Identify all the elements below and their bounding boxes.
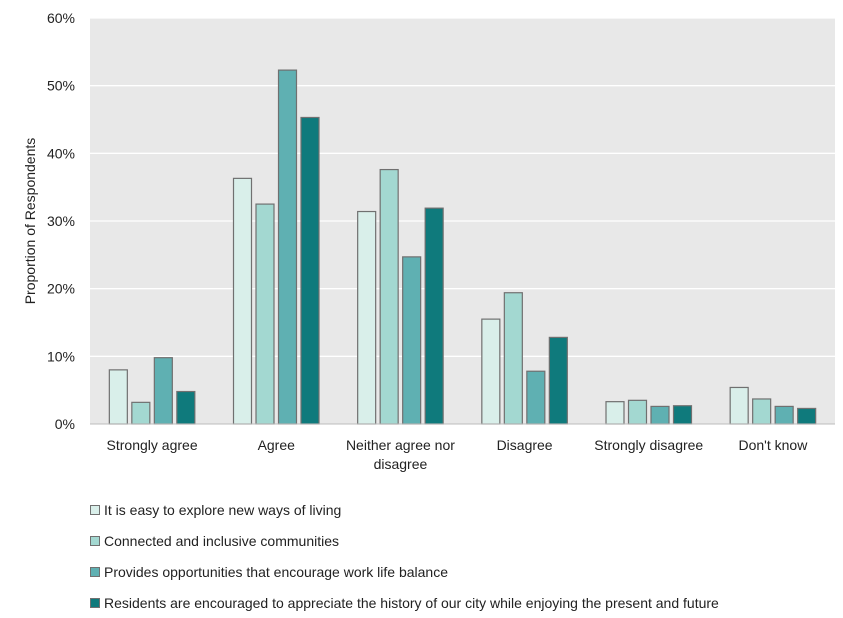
bar: [232, 177, 253, 425]
bar: [481, 318, 501, 425]
legend-label: It is easy to explore new ways of living: [104, 501, 342, 518]
y-tick-label: 40%: [47, 145, 75, 161]
legend-item: Connected and inclusive communities: [90, 525, 719, 556]
legend-item: It is easy to explore new ways of living: [90, 494, 719, 525]
gridlines: [90, 17, 835, 357]
x-tick-label: Neither agree nor disagree: [346, 437, 455, 472]
y-axis-title: Proportion of Respondents: [22, 138, 38, 305]
y-tick-label: 60%: [47, 10, 75, 26]
x-tick-label: Don't know: [739, 437, 809, 453]
x-tick-label: Strongly disagree: [594, 437, 703, 453]
bar: [108, 369, 128, 425]
bar: [277, 69, 298, 425]
legend-label: Residents are encouraged to appreciate t…: [104, 594, 719, 611]
bar: [153, 357, 173, 425]
y-tick-label: 50%: [47, 78, 75, 94]
bar: [672, 405, 693, 425]
bar: [357, 210, 377, 425]
bar: [300, 116, 320, 425]
legend-swatch-icon: [90, 504, 100, 515]
bar: [379, 168, 399, 425]
bar: [774, 405, 794, 425]
bar: [402, 256, 422, 425]
bar: [424, 207, 444, 425]
x-tick-label: Disagree: [497, 437, 553, 453]
bar: [729, 386, 749, 425]
bar: [526, 370, 546, 425]
bar: [797, 407, 817, 425]
bar: [176, 390, 196, 425]
y-tick-label: 10%: [47, 348, 75, 364]
legend-label: Provides opportunities that encourage wo…: [104, 563, 448, 580]
bar: [255, 203, 275, 425]
x-tick-label: Agree: [258, 437, 296, 453]
bar: [650, 405, 670, 425]
bar: [503, 292, 523, 425]
bar: [752, 398, 772, 425]
legend-swatch-icon: [90, 535, 100, 546]
legend: It is easy to explore new ways of living…: [90, 494, 719, 618]
legend-item: Provides opportunities that encourage wo…: [90, 556, 719, 587]
bar: [131, 401, 151, 425]
y-tick-label: 30%: [47, 213, 75, 229]
y-tick-label: 0%: [55, 416, 75, 432]
y-tick-label: 20%: [47, 281, 75, 297]
legend-item: Residents are encouraged to appreciate t…: [90, 587, 719, 618]
bar: [605, 401, 625, 425]
bar-chart: 0% 10% 20% 30% 40% 50% 60% Strongly agree Agree…: [22, 10, 835, 472]
x-tick-labels: Strongly agree Agree Neither agree nor disa…: [107, 437, 809, 472]
legend-label: Connected and inclusive communities: [104, 532, 340, 549]
legend-swatch-icon: [90, 566, 100, 577]
legend-swatch-icon: [90, 597, 100, 608]
x-tick-label: Strongly agree: [107, 437, 198, 453]
y-tick-labels: 0% 10% 20% 30% 40% 50% 60%: [47, 10, 75, 432]
bar: [548, 336, 568, 425]
bar: [627, 399, 648, 425]
